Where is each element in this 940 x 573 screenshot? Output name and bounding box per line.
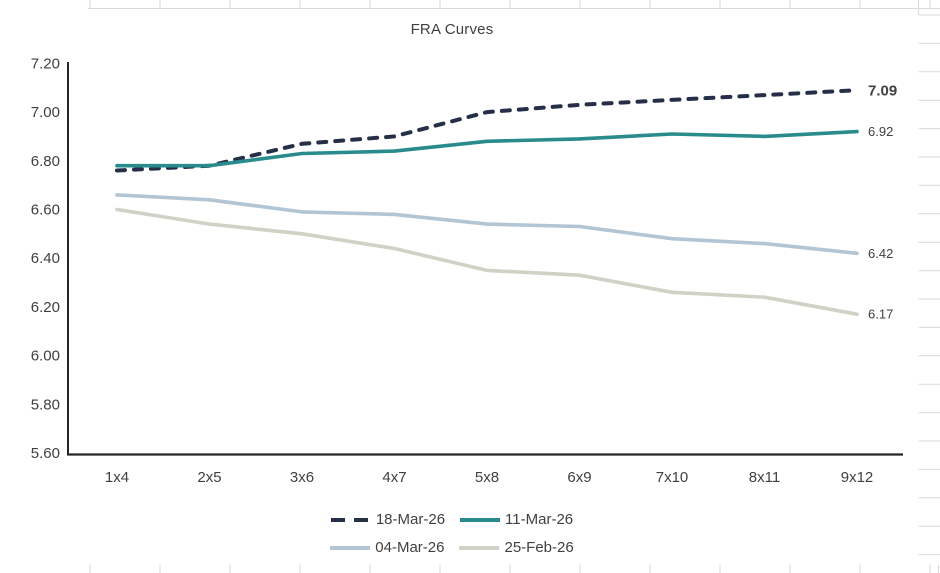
x-axis-tick-label: 5x8 xyxy=(475,469,499,486)
series-line-25-feb-26 xyxy=(115,207,859,317)
chart-title: FRA Curves xyxy=(410,21,494,38)
x-axis-tick-label: 6x9 xyxy=(567,469,591,486)
legend-label: 11-Mar-26 xyxy=(505,511,574,528)
legend-item-04-mar-26: 04-Mar-26 xyxy=(330,539,444,556)
x-axis-tick-label: 1x4 xyxy=(105,469,129,486)
x-axis-tick-label: 2x5 xyxy=(197,469,221,486)
chart-legend: 18-Mar-26 11-Mar-26 04-Mar-26 25-Feb-26 xyxy=(0,507,904,560)
legend-row: 04-Mar-26 25-Feb-26 xyxy=(330,535,574,560)
y-axis-tick-label: 5.60 xyxy=(31,445,60,462)
y-axis-tick-label: 7.20 xyxy=(31,55,60,72)
y-axis-tick-label: 6.40 xyxy=(31,250,60,267)
legend-item-11-mar-26: 11-Mar-26 xyxy=(460,511,573,528)
data-label-11-mar-26: 6.92 xyxy=(868,124,893,139)
y-axis-tick-label: 7.00 xyxy=(31,104,60,121)
y-axis-tick-label: 6.60 xyxy=(31,202,60,219)
legend-label: 04-Mar-26 xyxy=(375,539,445,556)
x-axis-tick-label: 7x10 xyxy=(656,469,689,486)
series-line-04-mar-26 xyxy=(115,193,859,256)
series-line-11-mar-26 xyxy=(115,129,859,168)
legend-item-25-feb-26: 25-Feb-26 xyxy=(459,539,574,556)
data-label-25-feb-26: 6.17 xyxy=(868,307,893,322)
x-axis-tick-label: 3x6 xyxy=(290,469,314,486)
legend-label: 18-Mar-26 xyxy=(375,511,446,528)
legend-dashed-line-swatch xyxy=(330,517,371,522)
legend-line-swatch xyxy=(459,545,500,550)
legend-row: 18-Mar-26 11-Mar-26 xyxy=(330,507,573,532)
y-axis-tick-label: 5.80 xyxy=(31,396,60,413)
legend-line-swatch xyxy=(460,517,501,522)
y-axis-tick-label: 6.20 xyxy=(31,299,60,316)
data-label-04-mar-26: 6.42 xyxy=(868,246,893,261)
x-axis-tick-label: 4x7 xyxy=(382,469,406,486)
legend-line-swatch xyxy=(330,545,371,550)
data-label-18-mar-26: 7.09 xyxy=(868,83,897,100)
y-axis-tick-label: 6.80 xyxy=(31,153,60,170)
x-axis-tick-label: 9x12 xyxy=(841,469,874,486)
legend-label: 25-Feb-26 xyxy=(504,539,574,556)
y-axis-tick-label: 6.00 xyxy=(31,348,60,365)
series-line-18-mar-26 xyxy=(115,88,859,173)
legend-item-18-mar-26: 18-Mar-26 xyxy=(330,511,446,528)
x-axis-tick-label: 8x11 xyxy=(749,469,780,486)
